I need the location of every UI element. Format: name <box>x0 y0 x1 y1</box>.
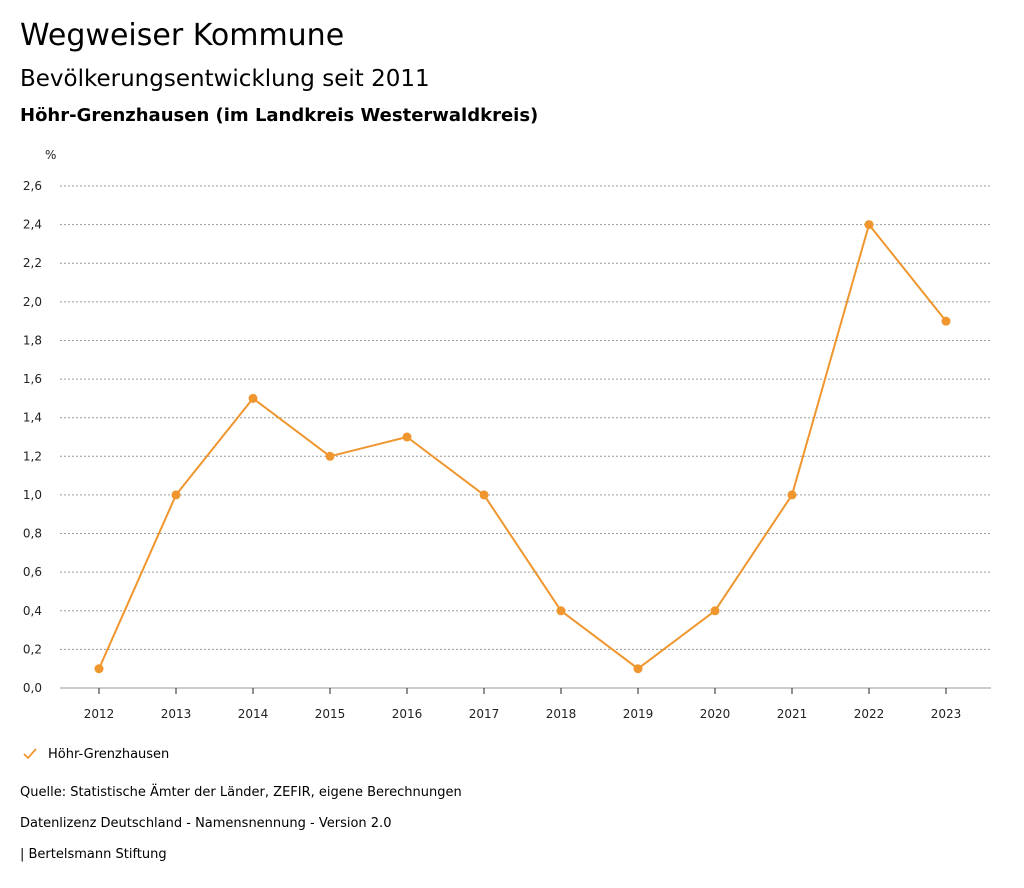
x-tick-label: 2014 <box>238 707 269 721</box>
data-point <box>248 393 258 403</box>
data-point <box>402 432 412 442</box>
line-chart: % 0,0 0,2 0,4 0,6 0,8 1,0 1,2 1,4 1,6 1,8 2,0 2,2 2,4… <box>23 148 991 721</box>
legend-label: Höhr-Grenzhausen <box>48 746 170 762</box>
x-tick-label: 2016 <box>392 707 423 721</box>
chart-subtitle: Bevölkerungsentwicklung seit 2011 <box>20 66 430 92</box>
y-tick-label: 1,4 <box>23 411 42 425</box>
y-tick-label: 2,2 <box>23 256 42 270</box>
license-note: Datenlizenz Deutschland - Namensnennung … <box>20 816 392 831</box>
x-tick-label: 2017 <box>469 707 500 721</box>
y-tick-label: 1,6 <box>23 372 42 386</box>
x-tick-label: 2023 <box>931 707 962 721</box>
data-point <box>479 490 489 500</box>
data-point <box>941 316 951 326</box>
y-tick-label: 2,6 <box>23 179 42 193</box>
y-tick-label: 1,8 <box>23 333 42 347</box>
data-point <box>710 606 720 616</box>
y-tick-label: 2,4 <box>23 218 42 232</box>
source-note: Quelle: Statistische Ämter der Länder, Z… <box>20 785 462 800</box>
y-tick-label: 1,0 <box>23 488 42 502</box>
data-point <box>864 220 874 230</box>
region-label: Höhr-Grenzhausen (im Landkreis Westerwal… <box>20 105 539 126</box>
data-point <box>325 451 335 461</box>
x-tick-label: 2019 <box>623 707 654 721</box>
y-tick-label: 0,0 <box>23 681 42 695</box>
data-point <box>94 664 104 674</box>
x-tick-label: 2022 <box>854 707 885 721</box>
checkmark-icon <box>23 748 37 760</box>
x-tick-label: 2012 <box>84 707 115 721</box>
legend[interactable]: Höhr-Grenzhausen <box>22 744 169 764</box>
y-tick-label: 0,4 <box>23 604 42 618</box>
data-point <box>171 490 181 500</box>
y-tick-label: 0,6 <box>23 565 42 579</box>
x-tick-label: 2018 <box>546 707 577 721</box>
y-tick-label: 0,8 <box>23 527 42 541</box>
y-tick-label: 1,2 <box>23 449 42 463</box>
y-axis-label: % <box>45 148 56 162</box>
y-tick-label: 2,0 <box>23 295 42 309</box>
series-line <box>98 223 947 670</box>
x-tick-label: 2021 <box>777 707 808 721</box>
x-tick-label: 2013 <box>161 707 192 721</box>
y-tick-label: 0,2 <box>23 642 42 656</box>
x-tick-label: 2015 <box>315 707 346 721</box>
data-point <box>787 490 797 500</box>
publisher-note: | Bertelsmann Stiftung <box>20 847 167 862</box>
data-point <box>556 606 566 616</box>
x-tick-label: 2020 <box>700 707 731 721</box>
data-point <box>633 664 643 674</box>
page-title: Wegweiser Kommune <box>20 18 345 53</box>
